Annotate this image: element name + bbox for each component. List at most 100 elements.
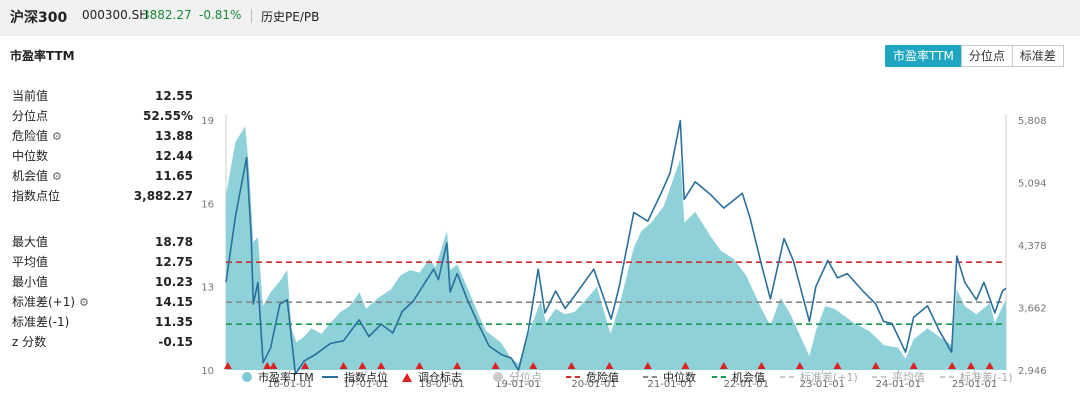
legend-item[interactable]: 指数点位 [322, 370, 388, 384]
legend-item[interactable]: 标准差(-1) [940, 370, 1013, 384]
legend-dot-icon [242, 372, 252, 382]
gear-icon[interactable]: ⚙ [79, 296, 89, 309]
stat-value: 11.65 [155, 169, 193, 183]
rebalance-marker [301, 362, 310, 369]
x-axis-tick: 24-01-01 [876, 379, 921, 390]
pe-ttm-area [226, 126, 1006, 370]
index-name: 沪深300 [10, 10, 68, 26]
stat-label: 指数点位 [12, 189, 61, 203]
metric-tabs: 市盈率TTM 分位点 标准差 [885, 45, 1064, 67]
stat-value: 11.35 [155, 315, 193, 329]
chart-legend: 市盈率TTM 指数点位 调仓标志 分位点 危险值 中位数 机会值 标准差(+1) 平均值 标准差(… [240, 366, 1040, 386]
stat-row: 标准差(-1) 11.35 [12, 312, 193, 332]
left-axis-tick: 10 [201, 366, 214, 377]
legend-triangle-icon [402, 372, 412, 382]
legend-dash-icon [872, 376, 886, 378]
rebalance-marker [567, 362, 576, 369]
legend-label: 分位点 [509, 371, 542, 384]
stat-row: 最大值 18.78 [12, 232, 193, 252]
rebalance-marker [967, 362, 976, 369]
stat-value: 3,882.27 [133, 189, 193, 203]
x-axis-tick: 21-01-01 [648, 379, 693, 390]
rebalance-marker [529, 362, 538, 369]
index-code: 000300.SH [82, 8, 149, 22]
legend-item[interactable]: 分位点 [493, 370, 542, 384]
legend-label: 平均值 [892, 371, 925, 384]
legend-line-icon [322, 376, 338, 378]
header-divider [251, 9, 252, 23]
right-axis-tick: 5,808 [1018, 116, 1047, 127]
legend-item[interactable]: 中位数 [643, 370, 696, 384]
pe-chart: 10 13 16 19 2,946 3,662 4,378 5,094 5,808 16-01-0… [201, 114, 1047, 390]
tab-pe-ttm[interactable]: 市盈率TTM [885, 45, 962, 67]
legend-item[interactable]: 机会值 [712, 370, 765, 384]
history-pe-pb-link[interactable]: 历史PE/PB [261, 10, 320, 24]
right-axis-tick: 5,094 [1018, 178, 1047, 189]
legend-item[interactable]: 调仓标志 [402, 370, 462, 384]
rebalance-marker [795, 362, 804, 369]
right-axis-tick: 4,378 [1018, 241, 1047, 252]
x-axis-tick: 20-01-01 [571, 379, 616, 390]
right-axis-tick: 2,946 [1018, 366, 1047, 377]
legend-label: 中位数 [663, 371, 696, 384]
index-price: 3882.27 [142, 8, 192, 22]
rebalance-marker [643, 362, 652, 369]
stat-value: 52.55% [143, 109, 193, 123]
x-axis-tick: 17-01-01 [343, 379, 388, 390]
legend-dash-icon [566, 376, 580, 378]
legend-item[interactable]: 危险值 [566, 370, 619, 384]
legend-dash-icon [712, 376, 726, 378]
x-axis-tick: 19-01-01 [495, 379, 540, 390]
legend-dash-icon [940, 376, 954, 378]
tab-percentile[interactable]: 分位点 [960, 45, 1013, 67]
stat-label: 危险值 ⚙ [12, 126, 62, 147]
gear-icon[interactable]: ⚙ [52, 130, 62, 143]
legend-label: 标准差(+1) [800, 371, 858, 384]
gear-icon[interactable]: ⚙ [52, 170, 62, 183]
stat-row: 标准差(+1) ⚙ 14.15 [12, 292, 193, 312]
legend-label: 标准差(-1) [960, 371, 1013, 384]
rebalance-marker [377, 362, 386, 369]
legend-item[interactable]: 标准差(+1) [780, 370, 858, 384]
tab-std-dev[interactable]: 标准差 [1011, 45, 1064, 67]
x-axis-tick: 18-01-01 [419, 379, 464, 390]
rebalance-marker [871, 362, 880, 369]
stat-value: -0.15 [158, 335, 193, 349]
left-axis-tick: 13 [201, 283, 214, 294]
stat-label: 当前值 [12, 89, 49, 103]
stat-row: 当前值 12.55 [12, 86, 193, 106]
rebalance-marker [491, 362, 500, 369]
left-axis-tick: 16 [201, 199, 214, 210]
rebalance-marker [757, 362, 766, 369]
stat-label: 标准差(-1) [12, 315, 70, 329]
stat-label: 标准差(+1) ⚙ [12, 292, 89, 313]
panel-title: 市盈率TTM [10, 49, 75, 63]
left-axis-tick: 19 [201, 116, 214, 127]
legend-label: 机会值 [732, 371, 765, 384]
stat-row: 中位数 12.44 [12, 146, 193, 166]
stat-value: 18.78 [155, 235, 193, 249]
rebalance-marker [263, 362, 272, 369]
stat-row: 平均值 12.75 [12, 252, 193, 272]
legend-label: 调仓标志 [418, 371, 462, 384]
index-change: -0.81% [199, 8, 242, 22]
rebalance-marker [223, 362, 232, 369]
x-axis-tick: 23-01-01 [800, 379, 845, 390]
rebalance-marker [269, 362, 278, 369]
stat-row: 分位点 52.55% [12, 106, 193, 126]
pe-panel: 市盈率TTM 市盈率TTM 分位点 标准差 当前值 12.55 分位点 52.55% 危… [0, 36, 1080, 404]
rebalance-marker [909, 362, 918, 369]
legend-item[interactable]: 平均值 [872, 370, 925, 384]
stat-row: 危险值 ⚙ 13.88 [12, 126, 193, 146]
stat-value: 13.88 [155, 129, 193, 143]
stat-row: 最小值 10.23 [12, 272, 193, 292]
index-header: 沪深300 000300.SH 3882.27 -0.81% 历史PE/PB [0, 0, 1080, 34]
x-axis-tick: 22-01-01 [724, 379, 769, 390]
rebalance-marker [453, 362, 462, 369]
rebalance-marker [681, 362, 690, 369]
legend-item[interactable]: 市盈率TTM [242, 370, 314, 384]
stat-value: 14.15 [155, 295, 193, 309]
legend-dash-icon [780, 376, 794, 378]
rebalance-marker [605, 362, 614, 369]
x-axis-tick: 16-01-01 [267, 379, 312, 390]
